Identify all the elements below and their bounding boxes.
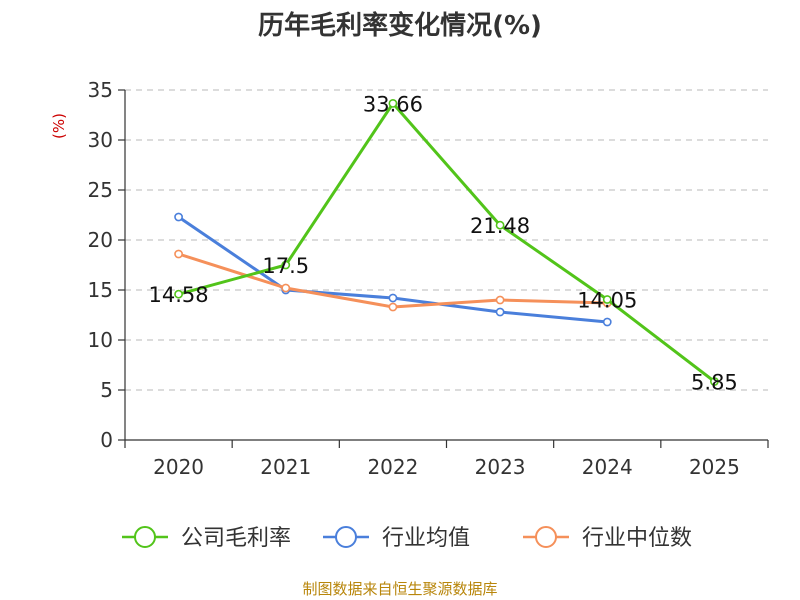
y-tick-label: 10: [88, 328, 113, 352]
x-tick-label: 2020: [153, 455, 204, 479]
chart-title: 历年毛利率变化情况(%): [258, 10, 542, 41]
legend[interactable]: 公司毛利率 行业均值 行业中位数: [122, 526, 692, 551]
data-label: 33.66: [363, 92, 423, 116]
data-point: [495, 220, 505, 230]
data-point: [710, 377, 719, 386]
series-line: [178, 101, 716, 383]
data-point: [602, 317, 612, 327]
grid-lines: [125, 89, 768, 391]
data-point: [174, 289, 183, 299]
data-point: [174, 212, 183, 222]
data-point: [281, 283, 291, 293]
data-point: [495, 307, 505, 317]
x-tick-label: 2021: [260, 455, 311, 479]
x-tick-label: 2024: [582, 455, 633, 479]
source-note: 制图数据来自恒生聚源数据库: [302, 580, 497, 598]
data-label: 14.05: [577, 289, 637, 313]
data-point: [388, 302, 398, 312]
legend-item[interactable]: 行业均值: [323, 526, 470, 551]
data-point: [388, 99, 398, 108]
data-label: 21.48: [470, 214, 530, 238]
data-point: [281, 260, 291, 270]
legend-label: 公司毛利率: [181, 526, 291, 551]
data-point: [388, 293, 398, 303]
x-tick-label: 2022: [367, 455, 418, 479]
y-tick-label: 15: [88, 278, 113, 302]
y-tick-label: 25: [88, 178, 113, 202]
data-label: 17.5: [262, 254, 309, 278]
y-tick-label: 5: [100, 378, 113, 402]
y-tick-label: 0: [100, 428, 113, 452]
y-tick-label: 20: [88, 228, 113, 252]
data-point: [602, 295, 612, 304]
legend-swatch-marker: [535, 526, 557, 548]
data-point: [495, 295, 505, 305]
y-axis-unit: (%): [50, 113, 68, 139]
y-tick-label: 30: [88, 128, 113, 152]
legend-item[interactable]: 公司毛利率: [122, 526, 291, 551]
legend-swatch-marker: [134, 526, 156, 548]
legend-label: 行业中位数: [582, 526, 692, 551]
series-group: [174, 99, 719, 386]
legend-item[interactable]: 行业中位数: [523, 526, 692, 551]
x-tick-label: 2023: [475, 455, 526, 479]
data-label: 14.58: [149, 283, 209, 307]
data-label: 5.85: [691, 371, 738, 395]
legend-swatch-marker: [335, 526, 357, 548]
data-point: [174, 249, 183, 259]
data-labels: 14.58 17.5 33.66 21.48 14.05 5.85: [149, 92, 738, 394]
legend-label: 行业均值: [382, 526, 470, 551]
x-tick-label: 2025: [689, 455, 740, 479]
y-tick-label: 35: [88, 78, 113, 102]
